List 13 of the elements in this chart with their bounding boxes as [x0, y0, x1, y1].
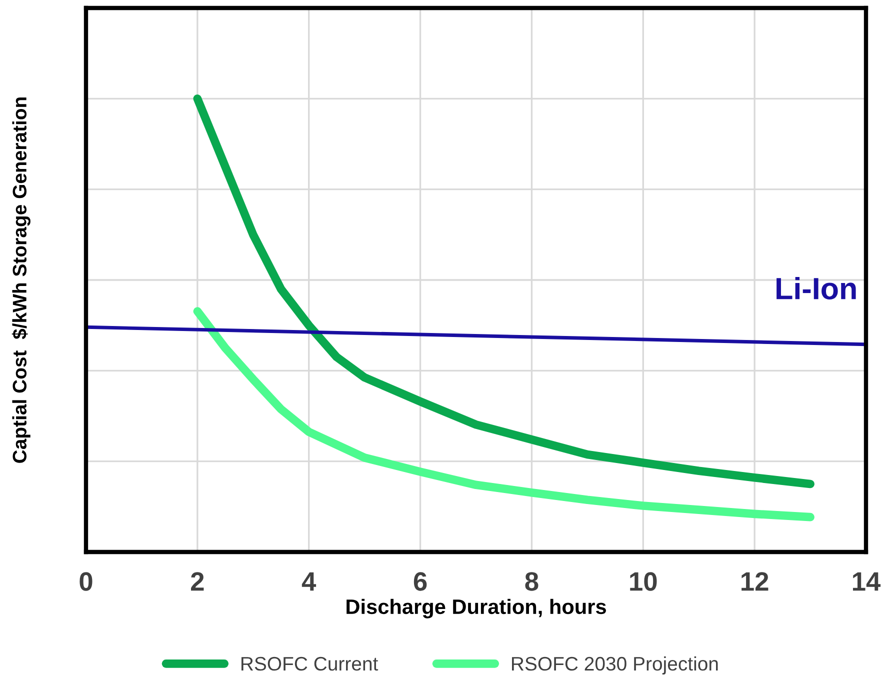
x-tick-label: 14: [852, 572, 881, 591]
x-axis-title: Discharge Duration, hours: [346, 598, 606, 618]
legend-label: RSOFC 2030 Projection: [512, 656, 718, 674]
y-axis-title: Captial Cost $/kWh Storage Generation: [12, 98, 30, 463]
x-tick-label: 2: [191, 572, 204, 591]
x-tick-label: 6: [414, 572, 427, 591]
x-tick-label: 8: [525, 572, 538, 591]
x-tick-label: 10: [630, 572, 657, 591]
x-tick-label: 12: [742, 572, 768, 591]
legend-label: RSOFC Current: [242, 656, 378, 671]
annotation: Li-Ion: [776, 277, 856, 300]
x-tick-label: 4: [302, 572, 316, 591]
x-tick-label: 0: [80, 572, 92, 591]
